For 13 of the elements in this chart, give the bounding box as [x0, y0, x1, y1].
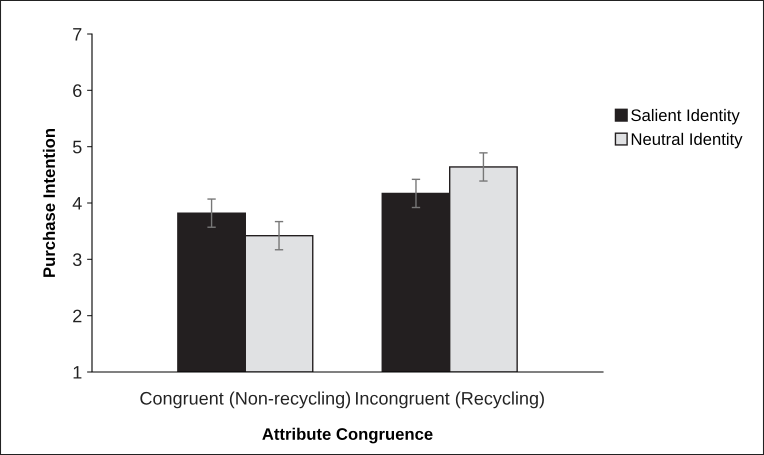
y-axis-title: Purchase Intention	[42, 129, 56, 277]
x-tick-label: Incongruent (Recycling)	[356, 391, 544, 408]
y-tick-label: 4	[72, 197, 82, 210]
y-tick-label: 5	[72, 140, 82, 154]
y-tick-label: 1	[74, 366, 82, 379]
legend-label: Neutral Identity	[632, 132, 743, 148]
x-tick-label: Congruent (Non-recycling)	[140, 391, 350, 408]
y-tick-label: 6	[73, 84, 82, 98]
y-tick-label: 3	[72, 253, 82, 266]
x-axis-title: Attribute Congruence	[262, 428, 433, 444]
y-tick-label: 7	[73, 28, 82, 41]
y-tick-label: 2	[73, 310, 82, 322]
legend-label: Salient Identity	[631, 108, 740, 124]
